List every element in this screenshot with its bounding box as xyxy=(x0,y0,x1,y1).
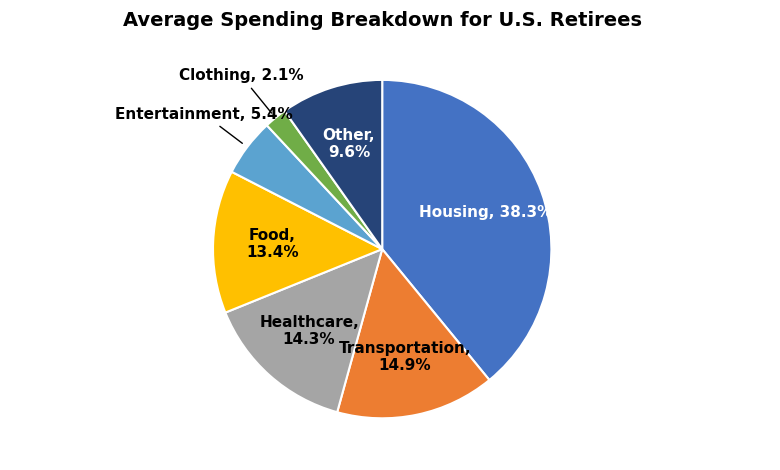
Text: Food,
13.4%: Food, 13.4% xyxy=(246,228,299,260)
Wedge shape xyxy=(225,249,382,412)
Wedge shape xyxy=(213,172,382,313)
Wedge shape xyxy=(337,249,489,418)
Wedge shape xyxy=(267,111,382,249)
Wedge shape xyxy=(232,125,382,249)
Text: Entertainment, 5.4%: Entertainment, 5.4% xyxy=(115,107,293,143)
Text: Other,
9.6%: Other, 9.6% xyxy=(323,128,375,160)
Wedge shape xyxy=(382,80,551,380)
Text: Housing, 38.3%: Housing, 38.3% xyxy=(419,204,552,219)
Text: Transportation,
14.9%: Transportation, 14.9% xyxy=(339,340,471,373)
Text: Healthcare,
14.3%: Healthcare, 14.3% xyxy=(259,315,359,347)
Wedge shape xyxy=(285,80,382,249)
Text: Clothing, 2.1%: Clothing, 2.1% xyxy=(179,68,303,113)
Title: Average Spending Breakdown for U.S. Retirees: Average Spending Breakdown for U.S. Reti… xyxy=(122,11,642,31)
